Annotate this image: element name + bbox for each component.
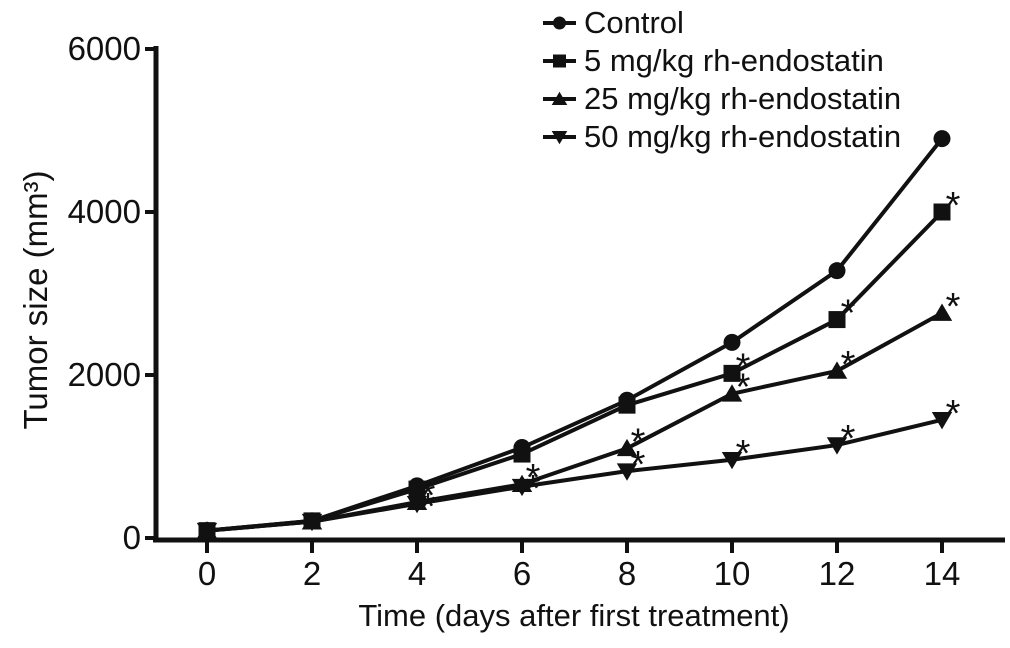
triangle-down-marker (616, 463, 638, 481)
x-tick-label: 6 (513, 555, 531, 592)
square-marker (933, 203, 951, 221)
significance-asterisk: * (421, 475, 436, 517)
series-line-0 (206, 137, 944, 533)
y-tick-label: 2000 (68, 356, 141, 393)
triangle-down-legend-glyph (551, 131, 568, 145)
triangle-down-marker (196, 522, 218, 541)
y-tick-label: 0 (123, 519, 141, 556)
triangle-down-marker (826, 437, 848, 455)
triangle-down-marker (721, 451, 743, 470)
x-tick-label: 2 (303, 555, 321, 592)
triangle-down-marker (931, 412, 953, 430)
x-tick-label: 0 (198, 555, 216, 592)
triangle-down-marker (301, 513, 323, 532)
square-marker (828, 311, 846, 329)
legend-label-25mg: 25 mg/kg rh-endostatin (584, 81, 902, 116)
significance-asterisk: * (946, 393, 961, 435)
significance-asterisk: * (526, 468, 541, 510)
significance-asterisk: * (421, 486, 436, 528)
triangle-up-marker (721, 384, 743, 402)
legend-label-50mg: 50 mg/kg rh-endostatin (584, 119, 902, 154)
square-marker (723, 364, 741, 382)
y-tick-label: 4000 (68, 193, 141, 230)
series-line-1 (206, 210, 944, 533)
x-tick-label: 10 (714, 555, 751, 592)
legend-item-50mg: 50 mg/kg rh-endostatin (542, 118, 901, 156)
significance-asterisk: * (946, 286, 961, 328)
triangle-up-legend-glyph (551, 91, 568, 105)
triangle-down-marker-icon (543, 131, 576, 145)
circle-marker (933, 130, 951, 148)
triangle-up-marker-icon (543, 91, 576, 105)
square-marker (513, 445, 531, 463)
circle-marker (828, 262, 846, 280)
significance-asterisk: * (631, 444, 646, 486)
significance-asterisk: * (841, 418, 856, 460)
significance-asterisk: * (631, 421, 646, 463)
square-marker-icon (543, 54, 576, 68)
significance-asterisk: * (736, 433, 751, 475)
triangle-up-marker (616, 438, 638, 457)
square-marker (408, 480, 426, 498)
legend: Control 5 mg/kg rh-endostatin 25 mg/kg r… (542, 4, 901, 156)
significance-asterisk: * (736, 367, 751, 409)
circle-legend-glyph (553, 16, 566, 30)
legend-item-25mg: 25 mg/kg rh-endostatin (542, 80, 901, 118)
circle-marker-icon (543, 16, 576, 30)
x-tick-label: 4 (408, 555, 426, 592)
y-axis-title: Tumor size (mm³) (17, 170, 54, 430)
triangle-down-marker (406, 495, 428, 514)
legend-item-5mg: 5 mg/kg rh-endostatin (542, 42, 901, 80)
legend-item-control: Control (542, 4, 901, 42)
triangle-up-marker (931, 303, 953, 321)
legend-label-control: Control (584, 5, 684, 40)
significance-asterisk: * (526, 457, 541, 499)
triangle-up-marker (826, 361, 848, 379)
square-legend-glyph (553, 54, 566, 68)
legend-label-5mg: 5 mg/kg rh-endostatin (584, 43, 884, 78)
circle-marker (723, 333, 741, 351)
significance-asterisk: * (736, 346, 751, 388)
series-line-3 (206, 417, 943, 533)
triangle-down-marker (511, 478, 533, 497)
x-tick-label: 14 (924, 555, 961, 592)
x-tick-label: 8 (618, 555, 636, 592)
significance-asterisk: * (946, 185, 961, 227)
y-tick-label: 6000 (68, 30, 141, 67)
square-marker (618, 396, 636, 414)
x-tick-label: 12 (819, 555, 856, 592)
significance-asterisk: * (841, 293, 856, 335)
x-axis-title: Time (days after first treatment) (358, 598, 790, 633)
significance-asterisk: * (841, 344, 856, 386)
